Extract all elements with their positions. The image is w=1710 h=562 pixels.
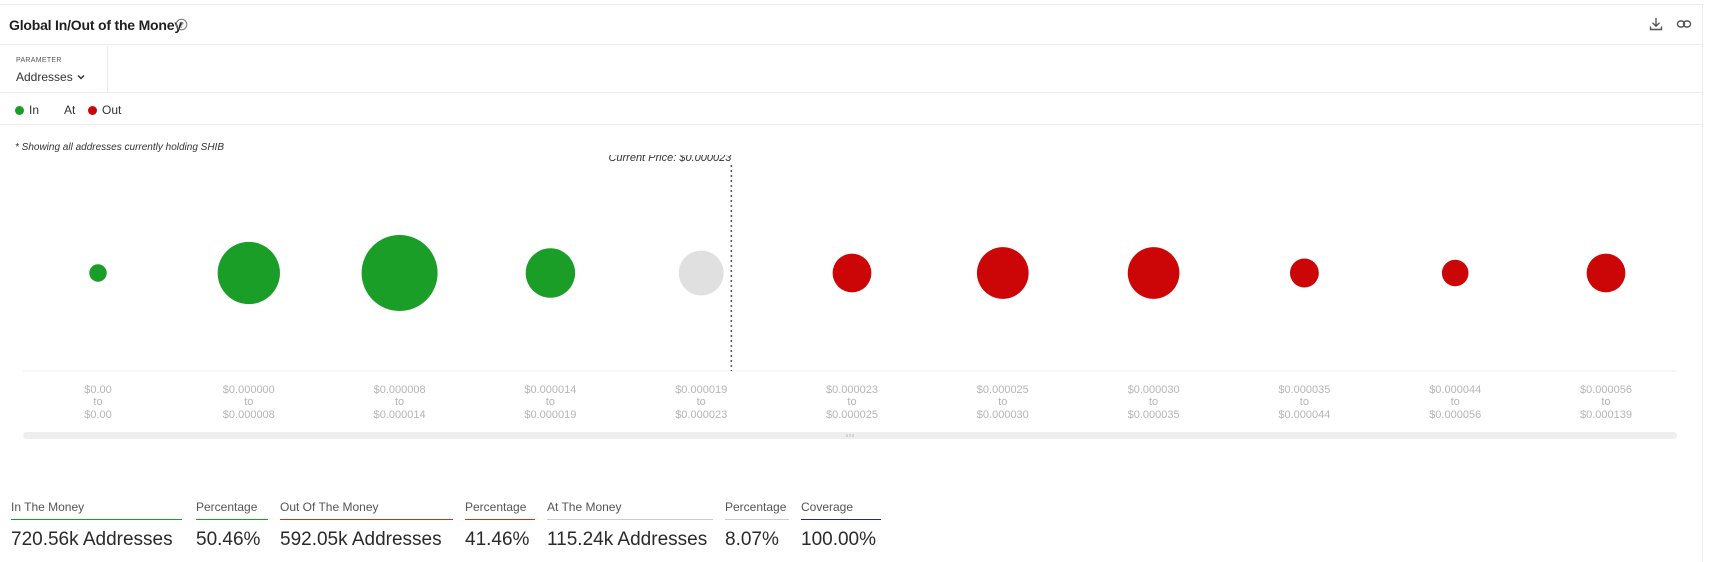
legend-item-out[interactable]: Out <box>88 103 121 117</box>
bin-label-to-word: to <box>1300 396 1309 408</box>
bin-label-from: $0.000035 <box>1278 384 1330 396</box>
stat-in-the-money: In The Money 720.56k Addresses <box>11 500 182 551</box>
link-icon[interactable] <box>1676 16 1692 32</box>
stat-value: 50.46% <box>196 529 261 550</box>
bin-label-from: $0.000008 <box>374 384 426 396</box>
bin-label-to: $0.000139 <box>1580 409 1632 421</box>
stat-out-of-the-money: Out Of The Money 592.05k Addresses <box>280 500 453 551</box>
bin-label-to: $0.000008 <box>223 409 275 421</box>
bubble-in[interactable] <box>361 235 438 311</box>
widget-title: Global In/Out of the Money <box>9 17 182 33</box>
stat-out-percentage: Percentage 41.46% <box>465 500 535 551</box>
holding-note: * Showing all addresses currently holdin… <box>15 142 224 153</box>
bubble-in[interactable] <box>525 248 576 298</box>
bin-label-to-word: to <box>697 396 706 408</box>
legend: In At Out <box>0 94 1702 125</box>
chart-scrollbar[interactable] <box>23 432 1677 439</box>
bin-label-from: $0.000044 <box>1429 384 1481 396</box>
current-price-label: Current Price: $0.000023 <box>608 155 732 164</box>
stat-value: 115.24k Addresses <box>547 529 708 550</box>
parameter-value: Addresses <box>16 70 73 84</box>
stat-label: Percentage <box>465 500 535 520</box>
legend-label-out: Out <box>102 103 122 117</box>
question-circle-icon[interactable] <box>175 18 188 31</box>
stat-coverage: Coverage 100.00% <box>801 500 881 551</box>
parameter-selector: PARAMETER Addresses <box>0 46 108 92</box>
bin-label-to: $0.000044 <box>1278 409 1330 421</box>
summary-stats: In The Money 720.56k Addresses Percentag… <box>0 500 1702 562</box>
bubble-at[interactable] <box>678 250 724 296</box>
stat-label: Out Of The Money <box>280 500 453 520</box>
stat-value: 41.46% <box>465 529 530 550</box>
bin-label-from: $0.000019 <box>675 384 727 396</box>
scroll-grip-icon[interactable] <box>845 433 855 438</box>
in-out-money-chart: Current Price: $0.000023$0.00to$0.00$0.0… <box>23 155 1677 421</box>
parameter-row: PARAMETER Addresses <box>0 46 1702 93</box>
bubble-out[interactable] <box>832 253 872 293</box>
bin-label-to: $0.000025 <box>826 409 878 421</box>
bin-label-to: $0.000023 <box>675 409 727 421</box>
bin-label-from: $0.000014 <box>524 384 576 396</box>
bin-label-to: $0.000014 <box>374 409 426 421</box>
bin-label-to-word: to <box>1451 396 1460 408</box>
stat-label: Coverage <box>801 500 881 520</box>
bin-label-to-word: to <box>395 396 404 408</box>
bin-label-from: $0.000030 <box>1128 384 1180 396</box>
bubble-out[interactable] <box>1127 247 1180 299</box>
widget-header: Global In/Out of the Money <box>0 5 1702 45</box>
bin-label-from: $0.000000 <box>223 384 275 396</box>
legend-dot-in <box>15 105 24 115</box>
stat-value: 592.05k Addresses <box>280 529 442 550</box>
bin-label-to: $0.000019 <box>524 409 576 421</box>
parameter-dropdown[interactable]: Addresses <box>16 70 86 84</box>
stat-label: In The Money <box>11 500 182 520</box>
stat-label: Percentage <box>196 500 268 520</box>
bin-label-to-word: to <box>93 396 102 408</box>
bin-label-to-word: to <box>1601 396 1610 408</box>
bin-label-from: $0.000056 <box>1580 384 1632 396</box>
bin-label-to-word: to <box>1149 396 1158 408</box>
download-icon[interactable] <box>1648 16 1664 32</box>
stat-in-percentage: Percentage 50.46% <box>196 500 268 551</box>
bin-label-to-word: to <box>998 396 1007 408</box>
chevron-down-icon <box>77 74 85 80</box>
bin-label-to-word: to <box>847 396 856 408</box>
bin-label-from: $0.000023 <box>826 384 878 396</box>
bin-label-to: $0.00 <box>84 409 112 421</box>
stat-at-percentage: Percentage 8.07% <box>725 500 789 551</box>
parameter-label: PARAMETER <box>16 57 62 64</box>
legend-item-at[interactable]: At <box>64 103 75 117</box>
stat-at-the-money: At The Money 115.24k Addresses <box>547 500 713 551</box>
bin-label-to: $0.000030 <box>977 409 1029 421</box>
bin-label-to-word: to <box>244 396 253 408</box>
bin-label-from: $0.000025 <box>977 384 1029 396</box>
stat-value: 8.07% <box>725 529 779 550</box>
legend-dot-out <box>88 105 97 115</box>
legend-item-in[interactable]: In <box>15 103 39 117</box>
legend-label-at: At <box>64 103 76 117</box>
right-border <box>1702 4 1703 562</box>
bin-label-to: $0.000035 <box>1128 409 1180 421</box>
legend-label-in: In <box>29 103 40 117</box>
bin-label-to: $0.000056 <box>1429 409 1481 421</box>
bin-label-from: $0.00 <box>84 384 112 396</box>
stat-label: Percentage <box>725 500 789 520</box>
bubble-in[interactable] <box>217 241 280 305</box>
stat-value: 720.56k Addresses <box>11 529 173 550</box>
stat-label: At The Money <box>547 500 713 520</box>
stat-value: 100.00% <box>801 529 877 550</box>
bin-label-to-word: to <box>546 396 555 408</box>
bubble-in[interactable] <box>89 264 107 282</box>
bubble-out[interactable] <box>1586 253 1626 293</box>
bubble-out[interactable] <box>976 247 1029 299</box>
bubble-out[interactable] <box>1289 258 1319 288</box>
bubble-out[interactable] <box>1441 259 1469 287</box>
top-border <box>0 4 1702 5</box>
